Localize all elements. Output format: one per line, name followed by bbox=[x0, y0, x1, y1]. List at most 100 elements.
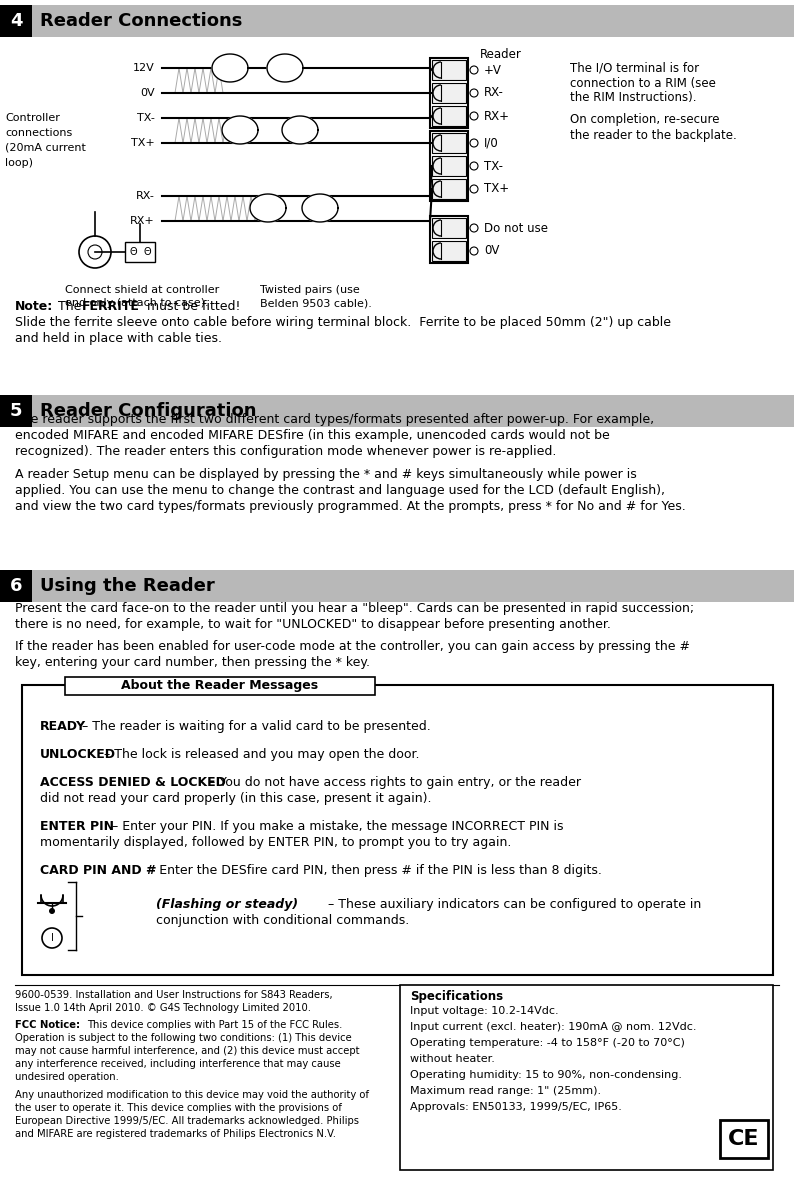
Text: Controller: Controller bbox=[5, 113, 60, 123]
Text: applied. You can use the menu to change the contrast and language used for the L: applied. You can use the menu to change … bbox=[15, 484, 665, 497]
Text: 0V: 0V bbox=[141, 88, 155, 98]
Bar bbox=[432, 178, 466, 199]
Text: – The lock is released and you may open the door.: – The lock is released and you may open … bbox=[100, 749, 419, 760]
Text: 9600-0539. Installation and User Instructions for S843 Readers,: 9600-0539. Installation and User Instruc… bbox=[15, 990, 333, 1000]
Text: Operating temperature: -4 to 158°F (-20 to 70°C): Operating temperature: -4 to 158°F (-20 … bbox=[410, 1038, 685, 1048]
Text: there is no need, for example, to wait for "UNLOCKED" to disappear before presen: there is no need, for example, to wait f… bbox=[15, 618, 611, 631]
Text: Approvals: EN50133, 1999/5/EC, IP65.: Approvals: EN50133, 1999/5/EC, IP65. bbox=[410, 1102, 622, 1111]
Text: and MIFARE are registered trademarks of Philips Electronics N.V.: and MIFARE are registered trademarks of … bbox=[15, 1129, 336, 1139]
Polygon shape bbox=[250, 194, 286, 223]
Bar bbox=[0, 570, 32, 602]
Bar bbox=[0, 570, 794, 602]
Text: (Flashing or steady): (Flashing or steady) bbox=[156, 898, 298, 912]
Text: ACCESS DENIED & LOCKED: ACCESS DENIED & LOCKED bbox=[40, 776, 225, 789]
Bar bbox=[432, 60, 466, 80]
Text: Using the Reader: Using the Reader bbox=[40, 577, 214, 595]
Text: CE: CE bbox=[728, 1129, 760, 1150]
Bar bbox=[430, 131, 468, 201]
Text: On completion, re-secure: On completion, re-secure bbox=[570, 113, 719, 126]
Text: The reader supports the first two different card types/formats presented after p: The reader supports the first two differ… bbox=[15, 413, 654, 426]
Text: Input current (excl. heater): 190mA @ nom. 12Vdc.: Input current (excl. heater): 190mA @ no… bbox=[410, 1022, 696, 1032]
Polygon shape bbox=[222, 115, 258, 144]
Text: TX+: TX+ bbox=[484, 182, 509, 195]
Text: I/0: I/0 bbox=[484, 137, 499, 150]
Polygon shape bbox=[282, 115, 318, 144]
Text: Connect shield at controller: Connect shield at controller bbox=[65, 284, 219, 295]
Bar bbox=[0, 395, 794, 427]
Text: – These auxiliary indicators can be configured to operate in: – These auxiliary indicators can be conf… bbox=[324, 898, 701, 912]
Text: 6: 6 bbox=[10, 577, 22, 595]
Bar bbox=[0, 5, 794, 37]
Text: momentarily displayed, followed by ENTER PIN, to prompt you to try again.: momentarily displayed, followed by ENTER… bbox=[40, 837, 511, 848]
Text: TX+: TX+ bbox=[131, 138, 155, 148]
Polygon shape bbox=[302, 194, 338, 223]
Text: end only (attach to case).: end only (attach to case). bbox=[65, 298, 209, 308]
Circle shape bbox=[49, 908, 55, 914]
Text: did not read your card properly (in this case, present it again).: did not read your card properly (in this… bbox=[40, 793, 431, 804]
Text: and held in place with cable ties.: and held in place with cable ties. bbox=[15, 332, 222, 345]
Text: Issue 1.0 14th April 2010. © G4S Technology Limited 2010.: Issue 1.0 14th April 2010. © G4S Technol… bbox=[15, 1003, 311, 1013]
Bar bbox=[432, 242, 466, 261]
Text: Operation is subject to the following two conditions: (1) This device: Operation is subject to the following tw… bbox=[15, 1033, 352, 1042]
Text: FERRITE: FERRITE bbox=[82, 300, 140, 313]
Text: CARD PIN AND #: CARD PIN AND # bbox=[40, 864, 156, 877]
Bar bbox=[65, 677, 375, 695]
Text: TX-: TX- bbox=[484, 159, 503, 173]
Bar bbox=[430, 58, 468, 129]
Text: I: I bbox=[51, 933, 53, 942]
Text: RX-: RX- bbox=[136, 192, 155, 201]
Text: the RIM Instructions).: the RIM Instructions). bbox=[570, 92, 696, 105]
Text: Maximum read range: 1" (25mm).: Maximum read range: 1" (25mm). bbox=[410, 1086, 601, 1096]
Bar bbox=[0, 395, 32, 427]
Text: 12V: 12V bbox=[133, 63, 155, 73]
Text: key, entering your card number, then pressing the * key.: key, entering your card number, then pre… bbox=[15, 656, 370, 669]
Text: Reader Connections: Reader Connections bbox=[40, 12, 242, 30]
Bar bbox=[125, 242, 155, 262]
Text: TX-: TX- bbox=[137, 113, 155, 123]
Text: RX-: RX- bbox=[484, 87, 504, 100]
Text: European Directive 1999/5/EC. All trademarks acknowledged. Philips: European Directive 1999/5/EC. All tradem… bbox=[15, 1116, 359, 1126]
Text: Reader Configuration: Reader Configuration bbox=[40, 402, 256, 420]
Text: A reader Setup menu can be displayed by pressing the * and # keys simultaneously: A reader Setup menu can be displayed by … bbox=[15, 468, 637, 481]
Bar bbox=[22, 685, 773, 975]
Polygon shape bbox=[267, 54, 303, 82]
Text: Slide the ferrite sleeve onto cable before wiring terminal block.  Ferrite to be: Slide the ferrite sleeve onto cable befo… bbox=[15, 317, 671, 328]
Polygon shape bbox=[212, 54, 248, 82]
Text: Any unauthorized modification to this device may void the authority of: Any unauthorized modification to this de… bbox=[15, 1090, 369, 1100]
Text: Belden 9503 cable).: Belden 9503 cable). bbox=[260, 298, 372, 308]
Text: Reader: Reader bbox=[480, 49, 522, 62]
Text: If the reader has been enabled for user-code mode at the controller, you can gai: If the reader has been enabled for user-… bbox=[15, 640, 690, 653]
Bar bbox=[432, 106, 466, 126]
Bar bbox=[400, 985, 773, 1170]
Text: and view the two card types/formats previously programmed. At the prompts, press: and view the two card types/formats prev… bbox=[15, 500, 686, 513]
Bar bbox=[432, 156, 466, 176]
Text: The I/O terminal is for: The I/O terminal is for bbox=[570, 62, 700, 75]
Text: Θ: Θ bbox=[143, 248, 151, 257]
Text: the reader to the backplate.: the reader to the backplate. bbox=[570, 129, 737, 142]
Text: – Enter the DESfire card PIN, then press # if the PIN is less than 8 digits.: – Enter the DESfire card PIN, then press… bbox=[145, 864, 602, 877]
Text: – You do not have access rights to gain entry, or the reader: – You do not have access rights to gain … bbox=[205, 776, 581, 789]
Bar bbox=[432, 218, 466, 238]
Text: encoded MIFARE and encoded MIFARE DESfire (in this example, unencoded cards woul: encoded MIFARE and encoded MIFARE DESfir… bbox=[15, 430, 610, 441]
Text: Specifications: Specifications bbox=[410, 990, 503, 1003]
Text: undesired operation.: undesired operation. bbox=[15, 1072, 119, 1082]
Text: Operating humidity: 15 to 90%, non-condensing.: Operating humidity: 15 to 90%, non-conde… bbox=[410, 1070, 682, 1081]
Bar bbox=[720, 1120, 768, 1158]
Text: recognized). The reader enters this configuration mode whenever power is re-appl: recognized). The reader enters this conf… bbox=[15, 445, 557, 458]
Text: +V: +V bbox=[484, 63, 502, 76]
Text: connections: connections bbox=[5, 129, 72, 138]
Text: 4: 4 bbox=[10, 12, 22, 30]
Text: FCC Notice:: FCC Notice: bbox=[15, 1020, 80, 1031]
Bar bbox=[432, 83, 466, 104]
Text: – Enter your PIN. If you make a mistake, the message INCORRECT PIN is: – Enter your PIN. If you make a mistake,… bbox=[107, 820, 563, 833]
Text: The: The bbox=[58, 300, 86, 313]
Text: (20mA current: (20mA current bbox=[5, 143, 86, 154]
Text: Do not use: Do not use bbox=[484, 221, 548, 234]
Bar bbox=[432, 133, 466, 154]
Text: RX+: RX+ bbox=[484, 109, 510, 123]
Text: Note:: Note: bbox=[15, 300, 53, 313]
Text: loop): loop) bbox=[5, 158, 33, 168]
Text: without heater.: without heater. bbox=[410, 1054, 495, 1064]
Bar bbox=[0, 5, 32, 37]
Text: UNLOCKED: UNLOCKED bbox=[40, 749, 116, 760]
